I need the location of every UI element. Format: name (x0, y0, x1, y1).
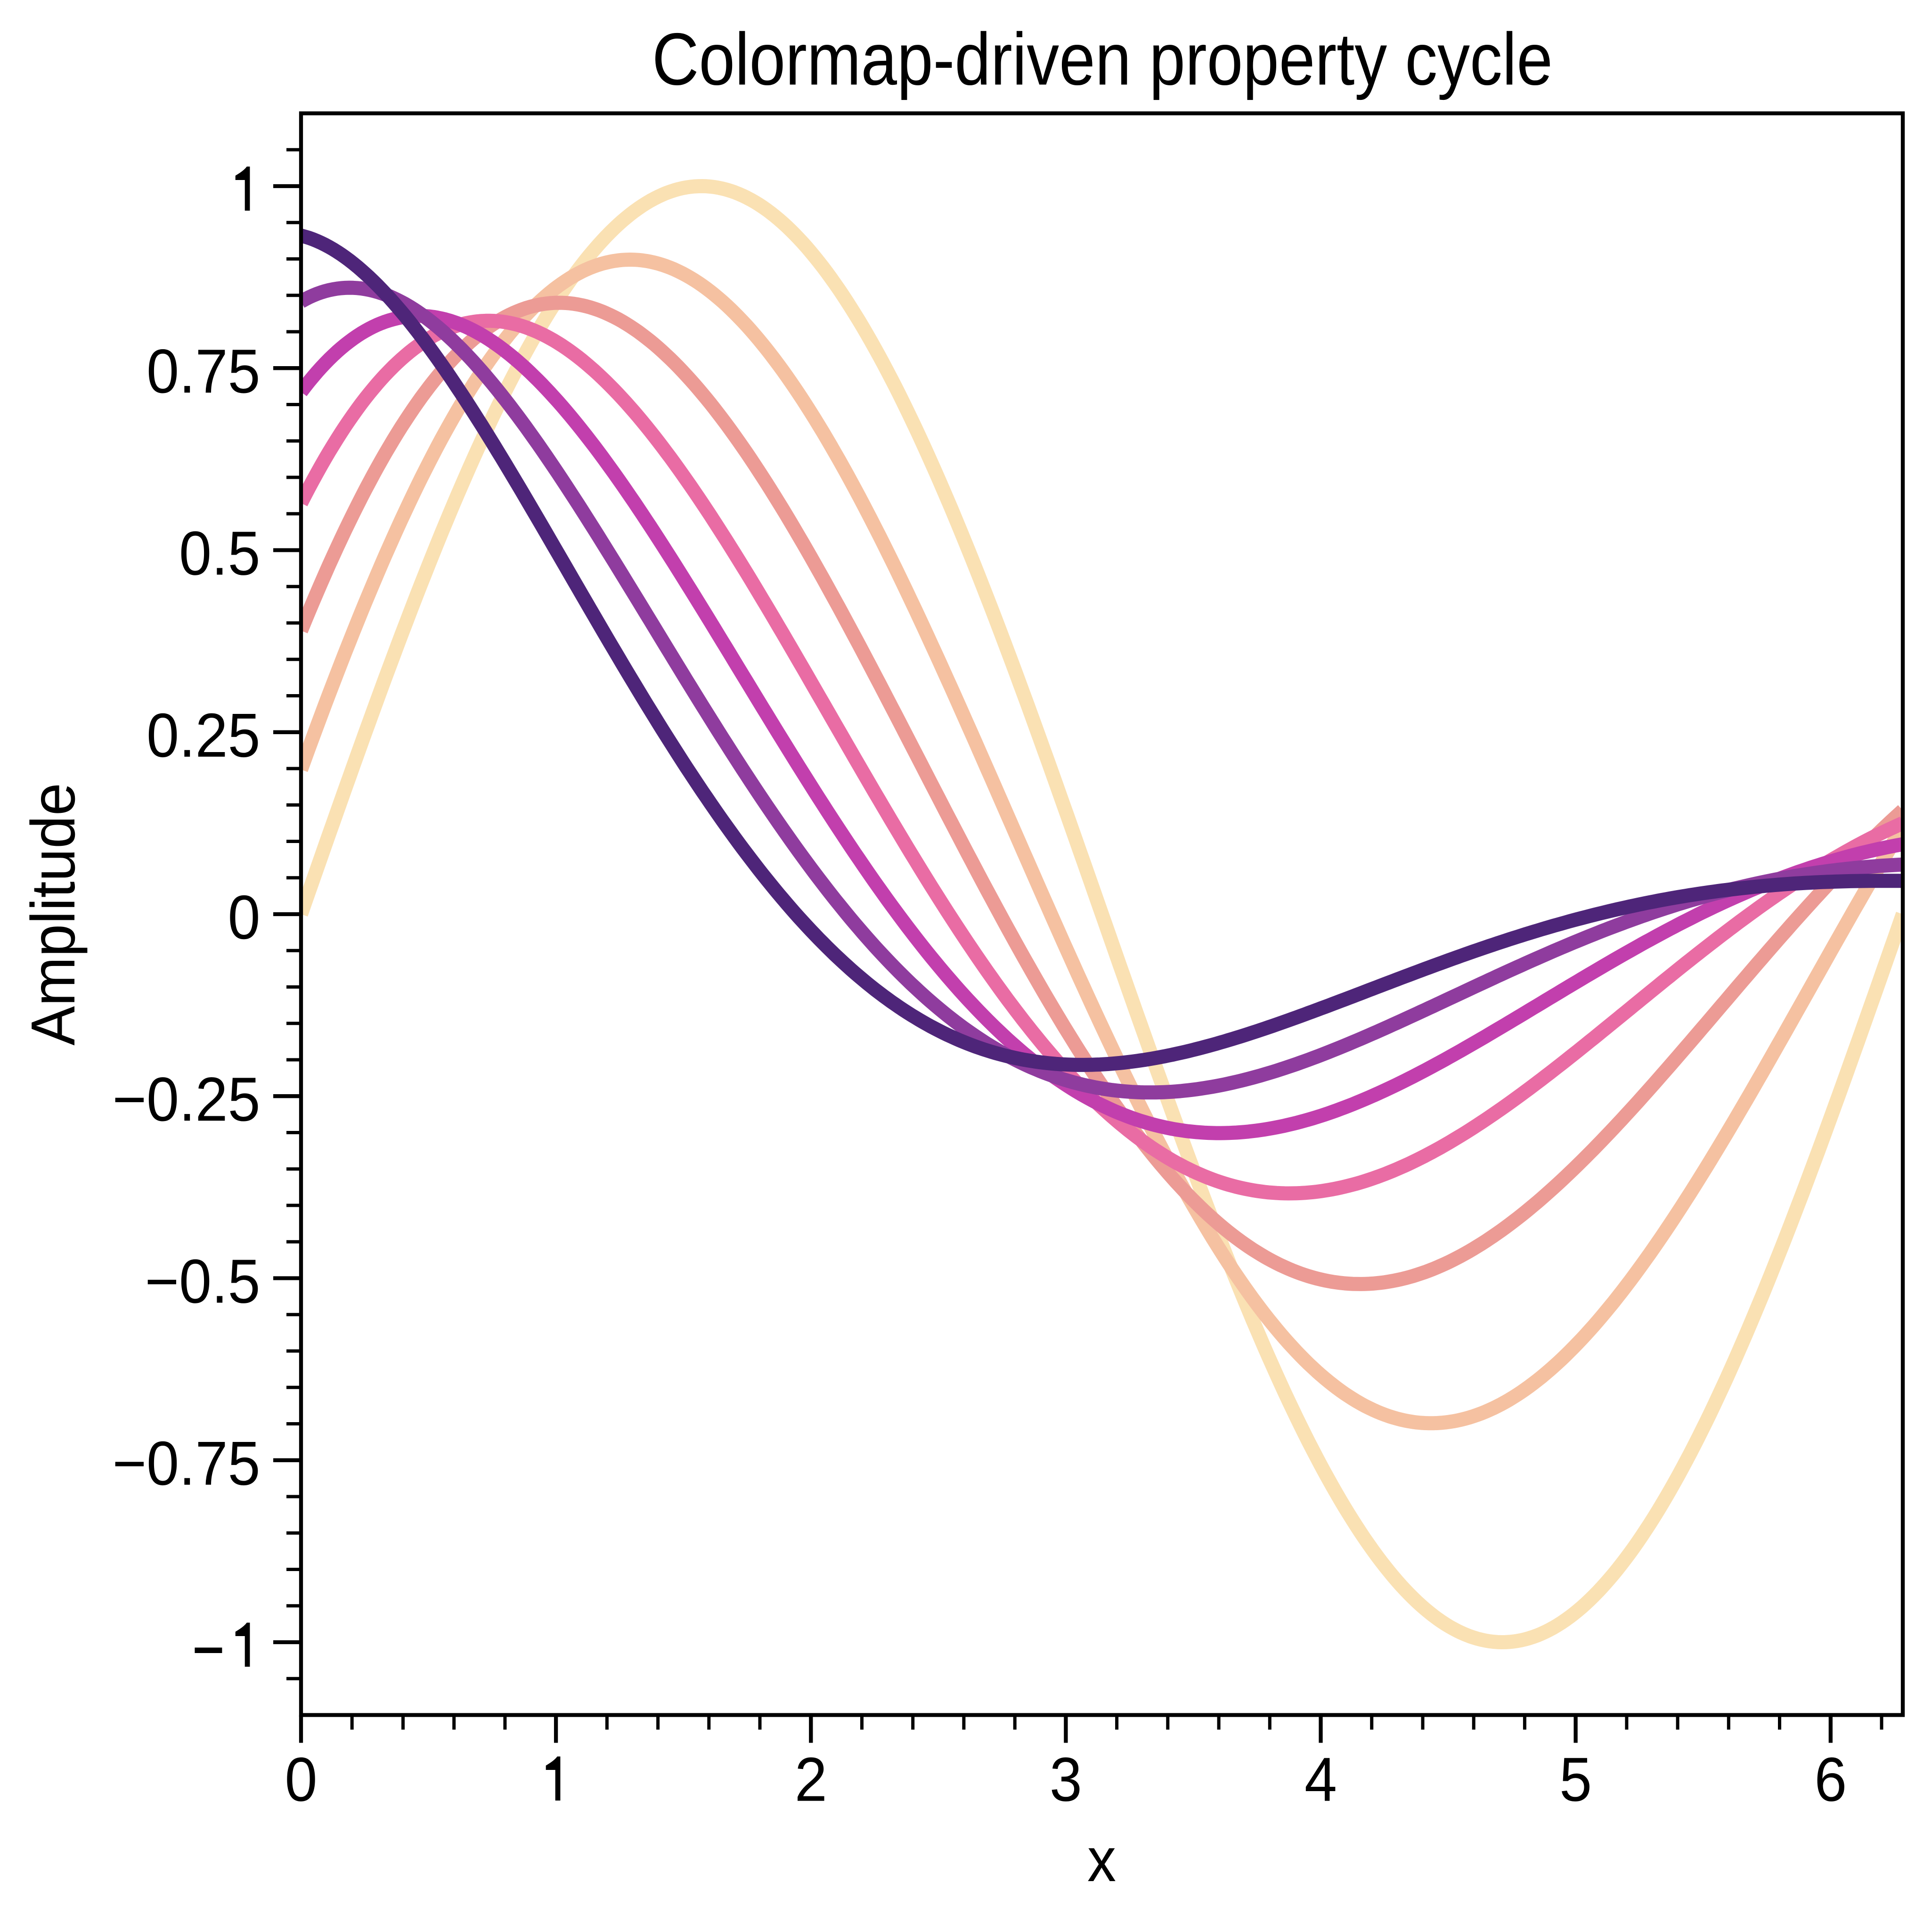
svg-text:−0.25: −0.25 (113, 1065, 261, 1134)
svg-text:0.25: 0.25 (147, 701, 260, 770)
svg-text:0: 0 (228, 883, 260, 952)
svg-text:−0.5: −0.5 (145, 1247, 261, 1316)
svg-text:5: 5 (1559, 1745, 1592, 1814)
svg-text:6: 6 (1814, 1745, 1847, 1814)
svg-text:3: 3 (1050, 1745, 1082, 1814)
svg-text:Amplitude: Amplitude (18, 783, 88, 1046)
svg-text:0.75: 0.75 (147, 337, 260, 406)
svg-text:4: 4 (1304, 1745, 1337, 1814)
svg-text:x: x (1087, 1825, 1116, 1894)
svg-text:−0.75: −0.75 (113, 1429, 261, 1498)
svg-text:0.5: 0.5 (179, 519, 260, 588)
svg-text:Colormap-driven property cycle: Colormap-driven property cycle (652, 18, 1553, 100)
svg-text:0: 0 (285, 1745, 317, 1814)
svg-text:2: 2 (795, 1745, 827, 1814)
